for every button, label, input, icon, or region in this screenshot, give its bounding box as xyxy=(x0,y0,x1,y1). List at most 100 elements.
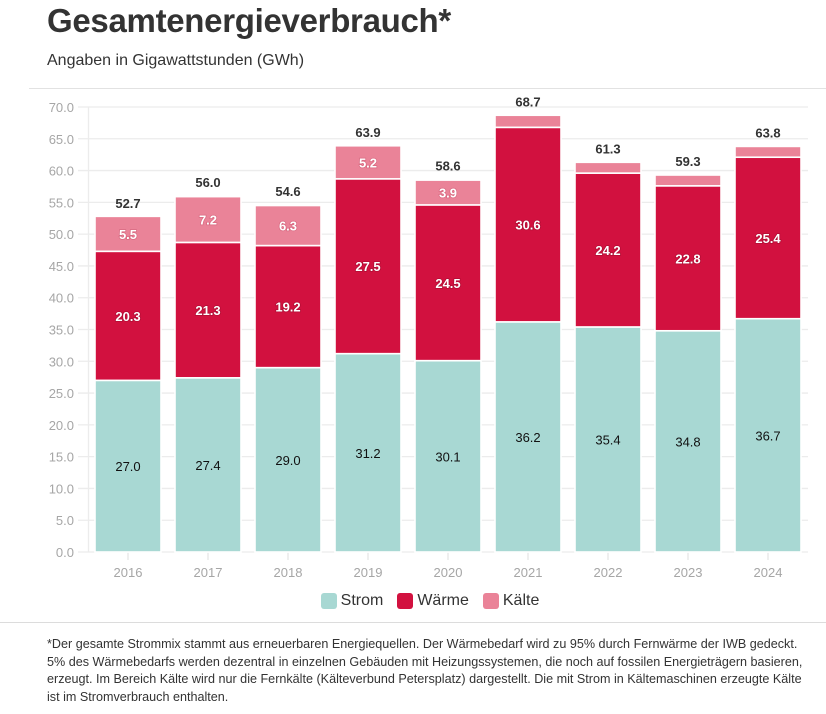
legend-swatch-waerme xyxy=(397,593,414,609)
x-tick-label: 2018 xyxy=(274,565,303,580)
y-tick-label: 50.0 xyxy=(49,227,74,242)
segment-value-label: 22.8 xyxy=(675,251,700,266)
x-tick-label: 2022 xyxy=(594,565,623,580)
y-tick-label: 20.0 xyxy=(49,418,74,433)
segment-value-label: 35.4 xyxy=(595,432,620,447)
bar-segment-strom xyxy=(654,329,722,553)
data-labels: 27.0 20.3 5.5 52.7 27.4 21.3 7.2 56.0 29.0 19.2 6.… xyxy=(115,94,783,474)
bar-segment-strom xyxy=(94,379,162,553)
segment-value-label: 20.3 xyxy=(115,309,140,324)
total-value-label: 54.6 xyxy=(275,184,300,199)
x-tick-label: 2023 xyxy=(674,565,703,580)
x-axis: 2016 2017 2018 2019 2020 2021 2022 2023 2024 xyxy=(114,552,783,580)
total-value-label: 52.7 xyxy=(115,196,140,211)
bar-segment-kaelte xyxy=(414,179,482,206)
bar-segment-waerme xyxy=(494,126,562,323)
legend: Strom Wärme Kälte xyxy=(0,592,826,610)
x-tick-label: 2021 xyxy=(514,565,543,580)
total-value-label: 59.3 xyxy=(675,154,700,169)
y-tick-label: 30.0 xyxy=(49,354,74,369)
segment-value-label: 29.0 xyxy=(275,453,300,468)
legend-item-waerme[interactable]: Wärme xyxy=(397,592,469,610)
total-value-label: 63.9 xyxy=(355,125,380,140)
bar-segment-kaelte xyxy=(174,195,242,244)
bar-segment-waerme xyxy=(574,172,642,328)
segment-value-label: 36.7 xyxy=(755,428,780,443)
bar-segment-waerme xyxy=(414,204,482,362)
segment-value-label: 27.4 xyxy=(195,458,220,473)
legend-label-strom: Strom xyxy=(340,592,384,609)
segment-value-label: 30.6 xyxy=(515,218,540,233)
y-tick-label: 55.0 xyxy=(49,195,74,210)
segment-value-label: 30.1 xyxy=(435,449,460,464)
bar-segment-kaelte xyxy=(574,161,642,174)
segment-value-label: 3.9 xyxy=(439,186,457,201)
bar-segment-strom xyxy=(494,321,562,553)
bar-segment-waerme xyxy=(254,244,322,369)
segment-value-label: 19.2 xyxy=(275,300,300,315)
bar-segment-strom xyxy=(254,366,322,553)
bars xyxy=(94,114,802,553)
segment-value-label: 27.0 xyxy=(115,459,140,474)
legend-swatch-kaelte xyxy=(482,593,499,609)
y-tick-label: 0.0 xyxy=(56,545,74,560)
bar-segment-strom xyxy=(174,377,242,553)
legend-label-waerme: Wärme xyxy=(417,592,469,609)
y-tick-label: 10.0 xyxy=(49,481,74,496)
segment-value-label: 25.4 xyxy=(755,231,781,246)
segment-value-label: 21.3 xyxy=(195,303,220,318)
segment-value-label: 36.2 xyxy=(515,430,540,445)
segment-value-label: 34.8 xyxy=(675,434,700,449)
bar-segment-kaelte xyxy=(734,145,802,159)
total-value-label: 68.7 xyxy=(515,94,540,109)
segment-value-label: 5.5 xyxy=(119,227,137,242)
bar-segment-kaelte xyxy=(254,204,322,247)
chart-title: Gesamtenergieverbrauch* xyxy=(47,2,451,39)
y-tick-label: 45.0 xyxy=(49,259,74,274)
footnote: *Der gesamte Strommix stammt aus erneuer… xyxy=(47,637,803,704)
total-value-label: 58.6 xyxy=(435,158,460,173)
bar-segment-kaelte xyxy=(494,114,562,129)
legend-label-kaelte: Kälte xyxy=(502,592,540,609)
stacked-bar-chart: 0.0 5.0 10.0 15.0 20.0 25.0 30.0 35.0 40.0 45.0 50… xyxy=(49,94,808,580)
x-tick-label: 2016 xyxy=(114,565,143,580)
y-tick-label: 15.0 xyxy=(49,450,74,465)
bar-segment-strom xyxy=(574,326,642,553)
y-tick-label: 35.0 xyxy=(49,323,74,338)
y-tick-label: 25.0 xyxy=(49,386,74,401)
bar-segment-waerme xyxy=(654,185,722,332)
bar-segment-kaelte xyxy=(334,144,402,180)
segment-value-label: 31.2 xyxy=(355,446,380,461)
segment-value-label: 24.5 xyxy=(435,276,460,291)
total-value-label: 56.0 xyxy=(195,175,220,190)
bar-segment-strom xyxy=(334,352,402,553)
chart-subtitle: Angaben in Gigawattstunden (GWh) xyxy=(47,52,305,69)
y-tick-label: 65.0 xyxy=(49,132,74,147)
x-tick-label: 2019 xyxy=(354,565,383,580)
bottom-divider xyxy=(0,622,826,623)
y-tick-label: 60.0 xyxy=(49,164,74,179)
legend-item-strom[interactable]: Strom xyxy=(320,592,384,610)
segment-value-label: 24.2 xyxy=(595,243,620,258)
bar-segment-waerme xyxy=(734,156,802,320)
x-tick-label: 2020 xyxy=(434,565,463,580)
bar-segment-waerme xyxy=(174,241,242,379)
y-tick-label: 40.0 xyxy=(49,291,74,306)
y-tick-label: 5.0 xyxy=(56,513,74,528)
bar-segment-waerme xyxy=(94,250,162,382)
bar-segment-kaelte xyxy=(654,174,722,187)
legend-swatch-strom xyxy=(320,593,337,609)
x-tick-label: 2017 xyxy=(194,565,223,580)
top-divider xyxy=(29,88,826,89)
segment-value-label: 7.2 xyxy=(199,213,217,228)
segment-value-label: 27.5 xyxy=(355,259,380,274)
total-value-label: 61.3 xyxy=(595,141,620,156)
segment-value-label: 5.2 xyxy=(359,155,377,170)
legend-item-kaelte[interactable]: Kälte xyxy=(482,592,540,610)
total-value-label: 63.8 xyxy=(755,125,780,140)
x-tick-label: 2024 xyxy=(754,565,783,580)
bar-segment-kaelte xyxy=(94,215,162,253)
segment-value-label: 6.3 xyxy=(279,219,297,234)
y-axis: 0.0 5.0 10.0 15.0 20.0 25.0 30.0 35.0 40.0 45.0 50… xyxy=(49,100,90,560)
bar-segment-strom xyxy=(734,317,802,553)
